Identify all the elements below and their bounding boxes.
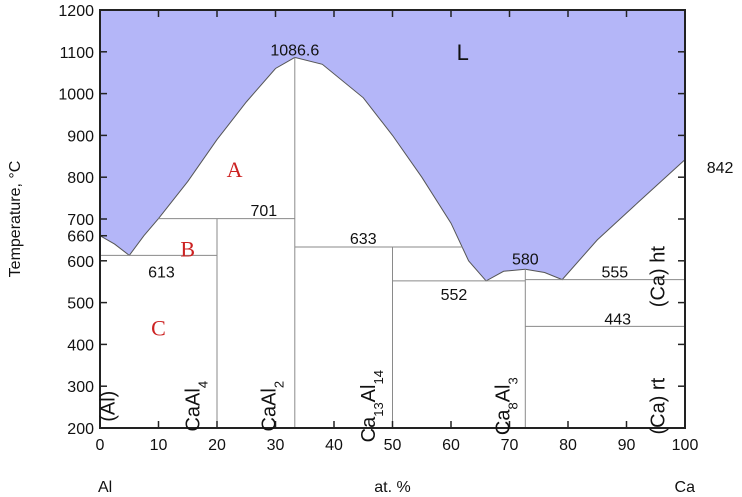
y-tick-label-900: 900 bbox=[67, 128, 94, 145]
x-tick-label-80: 80 bbox=[559, 437, 577, 454]
y-tick-label-600: 600 bbox=[67, 254, 94, 271]
annotation-555: 555 bbox=[601, 264, 628, 281]
y-tick-label-400: 400 bbox=[67, 337, 94, 354]
x-tick-label-90: 90 bbox=[618, 437, 636, 454]
x-tick-label-70: 70 bbox=[501, 437, 519, 454]
y-tick-label-1100: 1100 bbox=[60, 45, 95, 62]
region-label-B: B bbox=[180, 236, 195, 261]
y-tick-label-660: 660 bbox=[67, 229, 94, 246]
y-tick-label-800: 800 bbox=[67, 170, 94, 187]
y-axis-label: Temperature, °C bbox=[7, 161, 24, 278]
liquidus-curve bbox=[99, 56, 686, 282]
x-end-label-right: Ca bbox=[675, 479, 696, 496]
y-tick-label-500: 500 bbox=[67, 296, 94, 313]
phase-label-5: (Ca) ht bbox=[648, 246, 670, 308]
annotation-1086.6: 1086.6 bbox=[270, 43, 319, 60]
x-tick-label-50: 50 bbox=[384, 437, 402, 454]
x-tick-label-40: 40 bbox=[325, 437, 343, 454]
y-tick-label-300: 300 bbox=[67, 379, 94, 396]
x-tick-label-20: 20 bbox=[208, 437, 226, 454]
phase-label-0: (Al) bbox=[98, 391, 120, 422]
x-tick-label-30: 30 bbox=[267, 437, 285, 454]
annotation-633: 633 bbox=[350, 231, 377, 248]
region-label-A: A bbox=[227, 157, 243, 182]
phase-label-4: Ca8Al3 bbox=[493, 377, 521, 435]
x-tick-label-10: 10 bbox=[150, 437, 168, 454]
x-axis-label: at. % bbox=[374, 479, 410, 496]
phase-label-6: (Ca) rt bbox=[648, 377, 670, 434]
phase-label-1: CaAl4 bbox=[182, 381, 210, 432]
y-tick-label-200: 200 bbox=[67, 421, 94, 438]
annotation-701: 701 bbox=[250, 203, 277, 220]
phase-label-3: Ca13Al14 bbox=[358, 370, 386, 442]
y-tick-label-1200: 1200 bbox=[58, 3, 94, 20]
annotation-613: 613 bbox=[148, 264, 175, 281]
y-tick-label-700: 700 bbox=[67, 212, 94, 229]
annotation-842: 842 bbox=[707, 160, 734, 177]
annotation-443: 443 bbox=[604, 311, 631, 328]
liquid-region bbox=[100, 10, 685, 281]
region-label-C: C bbox=[151, 316, 166, 341]
annotation-580: 580 bbox=[512, 252, 539, 269]
liquid-label: L bbox=[457, 40, 469, 65]
phase-label-2: CaAl2 bbox=[259, 381, 287, 432]
x-tick-label-0: 0 bbox=[96, 437, 105, 454]
y-tick-label-1000: 1000 bbox=[58, 87, 94, 104]
x-end-label-left: Al bbox=[98, 479, 112, 496]
annotation-552: 552 bbox=[441, 287, 468, 304]
x-tick-label-100: 100 bbox=[672, 437, 699, 454]
x-tick-label-60: 60 bbox=[442, 437, 460, 454]
